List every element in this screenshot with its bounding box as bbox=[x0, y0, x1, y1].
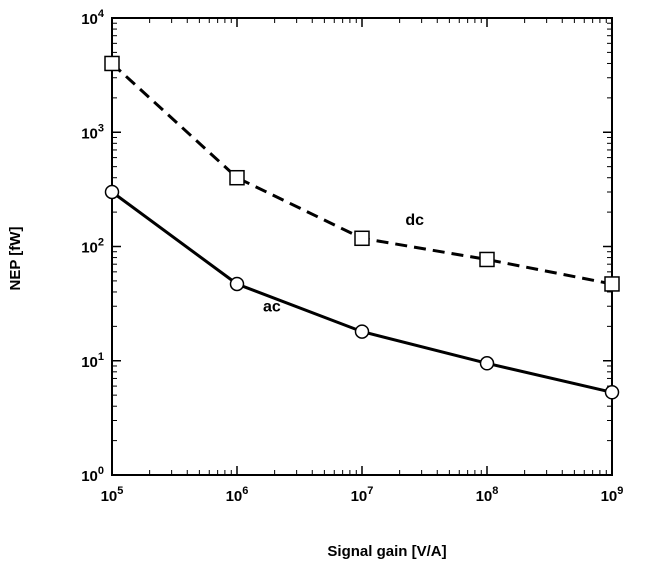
x-tick-label: 106 bbox=[226, 485, 249, 505]
y-tick-label: 102 bbox=[81, 237, 104, 257]
point-ac bbox=[604, 385, 620, 400]
y-tick-label: 100 bbox=[81, 465, 104, 485]
series-lines bbox=[110, 62, 613, 394]
series-line-ac bbox=[111, 190, 613, 394]
point-dc bbox=[354, 230, 370, 247]
point-ac bbox=[479, 356, 495, 371]
point-dc bbox=[604, 276, 620, 292]
tick-labels: 105 106 107 108 109 100 101 102 103 104 bbox=[81, 8, 623, 505]
point-dc bbox=[104, 55, 120, 72]
x-tick-label: 109 bbox=[601, 485, 624, 505]
series-label-dc: dc bbox=[405, 212, 424, 229]
y-tick-label: 104 bbox=[81, 8, 105, 28]
y-axis-label: NEP [fW] bbox=[7, 227, 24, 291]
series-label-ac: ac bbox=[263, 298, 281, 315]
x-tick-label: 107 bbox=[351, 485, 374, 505]
axis-ticks bbox=[111, 17, 613, 476]
x-tick-label: 108 bbox=[476, 485, 499, 505]
y-tick-label: 101 bbox=[81, 351, 104, 371]
series-labels: dc ac bbox=[263, 212, 424, 316]
point-dc bbox=[479, 251, 495, 268]
point-ac bbox=[104, 184, 120, 200]
point-dc bbox=[229, 169, 245, 186]
point-ac bbox=[354, 324, 370, 339]
y-tick-label: 103 bbox=[81, 122, 104, 142]
series-markers bbox=[104, 55, 620, 400]
series-line-dc bbox=[110, 62, 613, 286]
x-tick-label: 105 bbox=[101, 485, 124, 505]
point-ac bbox=[229, 276, 245, 292]
x-axis-label: Signal gain [V/A] bbox=[327, 543, 446, 560]
